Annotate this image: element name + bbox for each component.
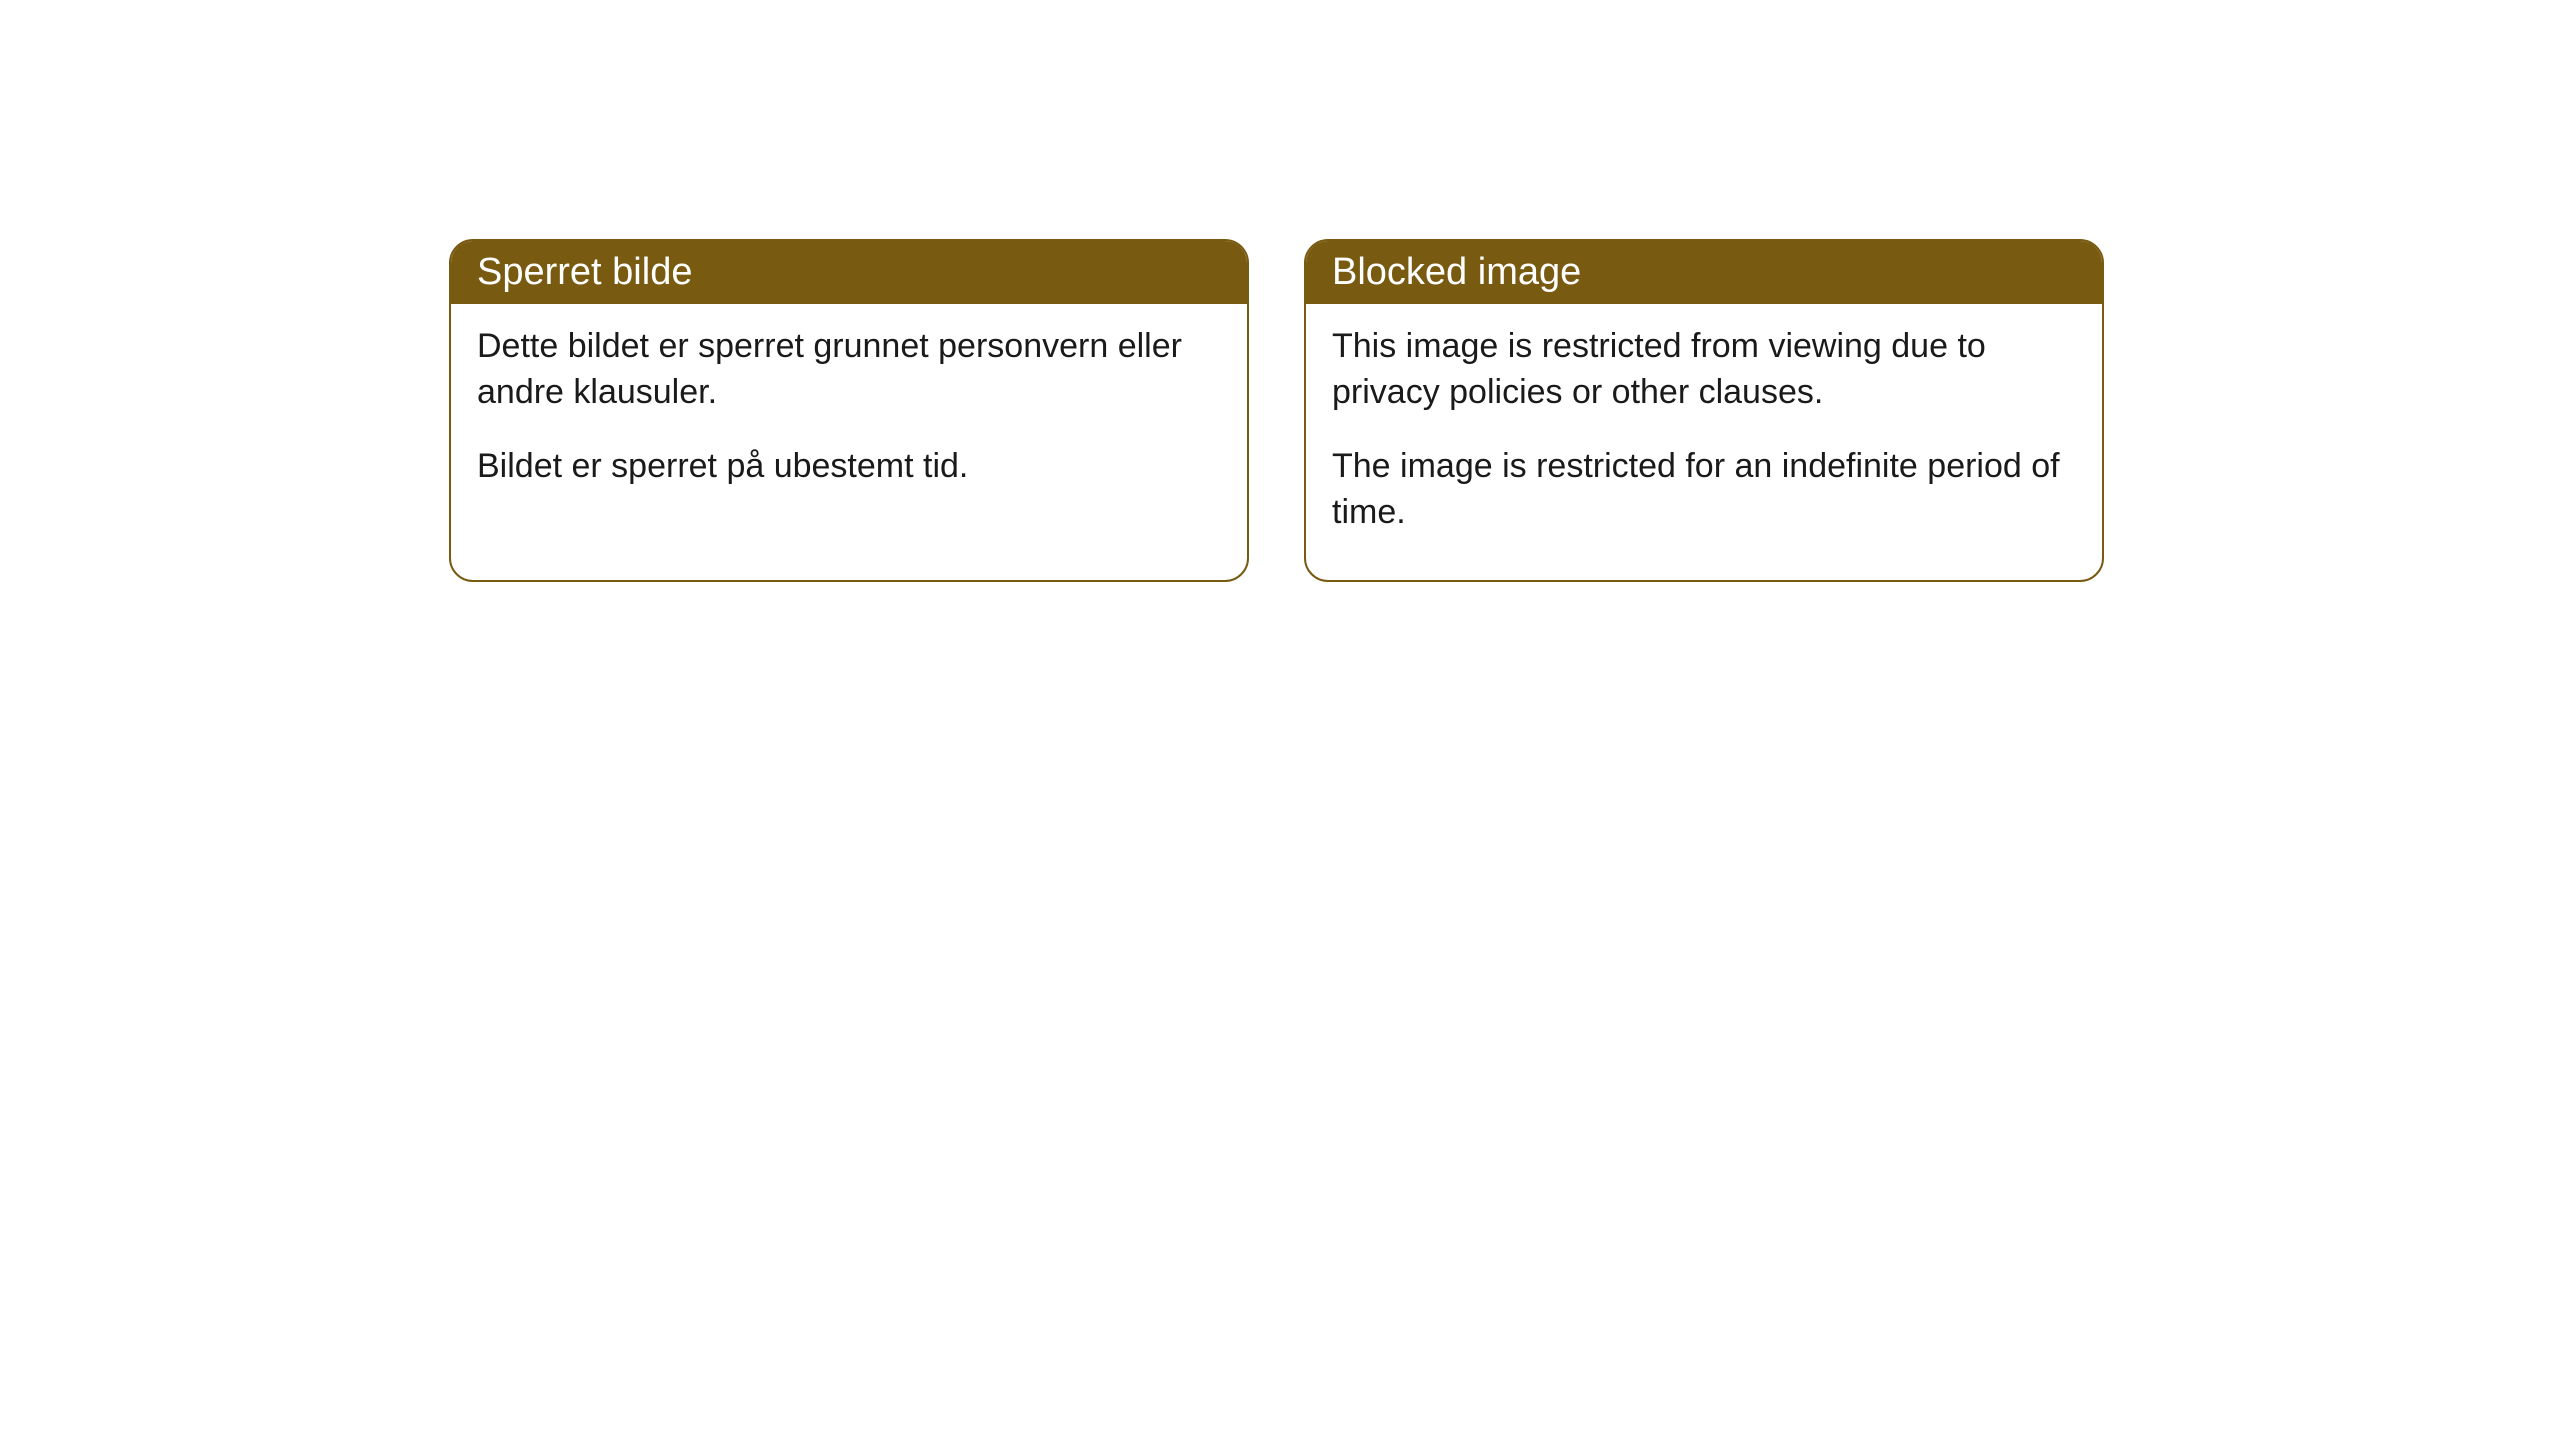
info-cards-container: Sperret bilde Dette bildet er sperret gr… [449,239,2104,582]
card-header: Blocked image [1306,241,2102,304]
card-body: This image is restricted from viewing du… [1306,304,2102,580]
card-body: Dette bildet er sperret grunnet personve… [451,304,1247,534]
card-paragraph-1: This image is restricted from viewing du… [1332,324,2076,416]
card-paragraph-1: Dette bildet er sperret grunnet personve… [477,324,1221,416]
card-title: Blocked image [1332,251,1581,293]
blocked-image-card-english: Blocked image This image is restricted f… [1304,239,2104,582]
blocked-image-card-norwegian: Sperret bilde Dette bildet er sperret gr… [449,239,1249,582]
card-paragraph-2: The image is restricted for an indefinit… [1332,444,2076,536]
card-header: Sperret bilde [451,241,1247,304]
card-title: Sperret bilde [477,251,692,293]
card-paragraph-2: Bildet er sperret på ubestemt tid. [477,444,1221,490]
